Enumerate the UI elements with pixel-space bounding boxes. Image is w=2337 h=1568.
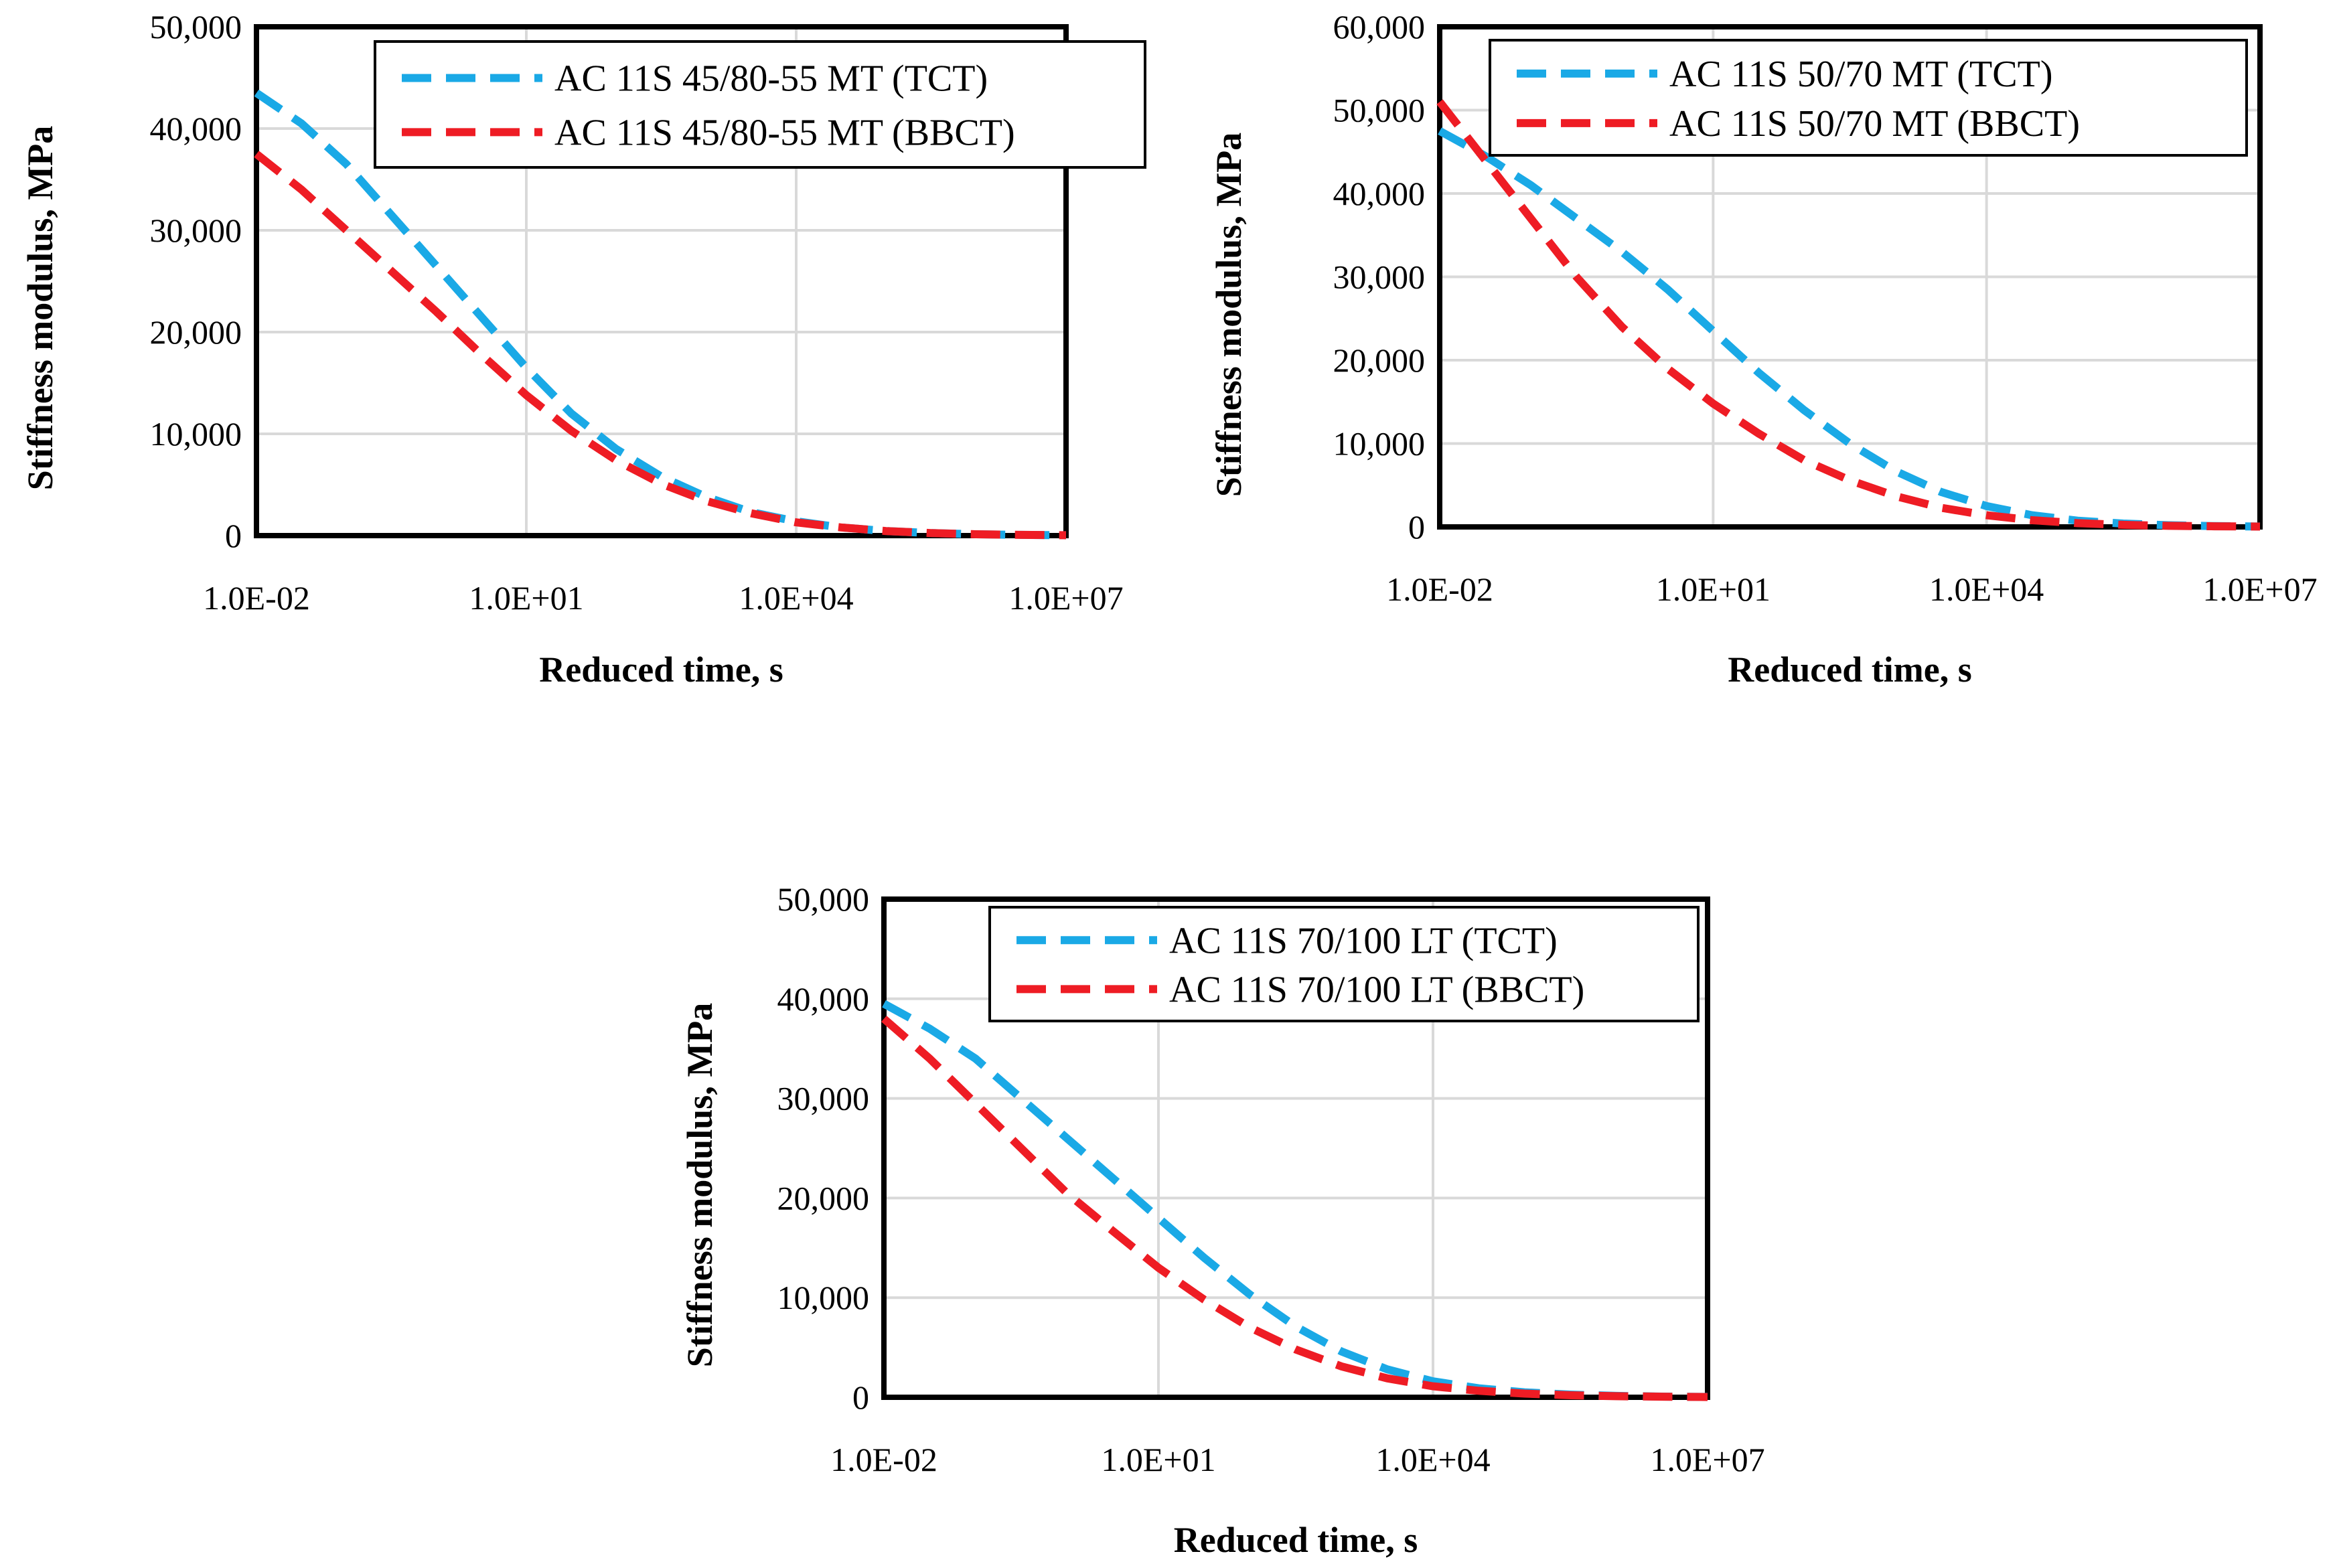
- x-tick-label: 1.0E+07: [1008, 579, 1123, 617]
- series-line-2: [881, 1016, 1708, 1401]
- legend: AC 11S 50/70 MT (TCT) AC 11S 50/70 MT (BB…: [1489, 39, 2248, 157]
- y-tick-label: 20,000: [150, 313, 242, 351]
- y-tick-label: 50,000: [1333, 92, 1426, 129]
- y-tick-label: 50,000: [777, 880, 870, 918]
- legend: AC 11S 70/100 LT (TCT) AC 11S 70/100 LT (…: [988, 906, 1700, 1022]
- x-tick-label: 1.0E+07: [2202, 570, 2317, 608]
- y-tick-label: 20,000: [1333, 341, 1426, 379]
- y-tick-label: 0: [1408, 508, 1425, 546]
- x-tick-label: 1.0E-02: [203, 579, 310, 617]
- chart-1: 0 10,000 20,000 30,000 40,000 50,000 1.0E-02 1.…: [20, 8, 1146, 690]
- x-tick-label: 1.0E-02: [1386, 570, 1493, 608]
- legend-box: [374, 40, 1146, 169]
- series-line-1: [254, 89, 1067, 540]
- legend-label: AC 11S 45/80-55 MT (TCT): [554, 58, 988, 100]
- y-tick-label: 40,000: [150, 110, 242, 147]
- x-tick-label: 1.0E+01: [469, 579, 583, 617]
- x-axis-title: Reduced time, s: [1728, 649, 1971, 690]
- y-tick-label: 10,000: [150, 415, 242, 453]
- legend: AC 11S 45/80-55 MT (TCT) AC 11S 45/80-55 …: [374, 40, 1146, 169]
- x-tick-label: 1.0E+04: [1929, 570, 2044, 608]
- y-tick-label: 40,000: [777, 980, 870, 1018]
- y-tick-label: 30,000: [777, 1080, 870, 1117]
- y-tick-label: 30,000: [1333, 258, 1426, 296]
- series-line-2: [254, 151, 1067, 540]
- y-tick-label: 20,000: [777, 1179, 870, 1217]
- legend-label: AC 11S 70/100 LT (BBCT): [1169, 969, 1584, 1010]
- plot-frame: [1437, 24, 2263, 530]
- series-line-1: [882, 1000, 1708, 1401]
- y-tick-label: 10,000: [1333, 425, 1426, 463]
- legend-label: AC 11S 45/80-55 MT (BBCT): [554, 112, 1015, 153]
- x-tick-label: 1.0E+04: [739, 579, 853, 617]
- plot-frame: [881, 896, 1710, 1400]
- y-tick-label: 50,000: [150, 8, 242, 46]
- y-tick-label: 30,000: [150, 212, 242, 249]
- x-tick-label: 1.0E+01: [1101, 1441, 1215, 1478]
- series-line-1: [1438, 127, 2261, 531]
- legend-label: AC 11S 70/100 LT (TCT): [1169, 920, 1558, 961]
- y-tick-label: 40,000: [1333, 175, 1426, 212]
- x-tick-label: 1.0E+01: [1656, 570, 1770, 608]
- series-line-2: [1436, 99, 2261, 531]
- x-axis-title: Reduced time, s: [539, 649, 783, 690]
- y-axis-title: Stiffness modulus, MPa: [1209, 133, 1249, 497]
- x-tick-label: 1.0E+04: [1375, 1441, 1490, 1478]
- x-axis-title: Reduced time, s: [1174, 1520, 1418, 1560]
- y-tick-label: 0: [852, 1379, 869, 1416]
- x-tick-label: 1.0E+07: [1650, 1441, 1764, 1478]
- y-axis-title: Stiffness modulus, MPa: [680, 1003, 720, 1368]
- y-axis-title: Stiffness modulus, MPa: [20, 126, 60, 491]
- y-tick-label: 60,000: [1333, 8, 1426, 46]
- y-tick-label: 0: [225, 517, 242, 554]
- chart-2: 0 10,000 20,000 30,000 40,000 50,000 60,000 1.0…: [1209, 8, 2318, 690]
- legend-label: AC 11S 50/70 MT (BBCT): [1669, 103, 2080, 145]
- legend-label: AC 11S 50/70 MT (TCT): [1669, 54, 2052, 95]
- legend-box: [988, 906, 1700, 1022]
- plot-frame: [254, 24, 1069, 538]
- x-tick-label: 1.0E-02: [830, 1441, 937, 1478]
- chart-3: 0 10,000 20,000 30,000 40,000 50,000 1.0E-02 1.…: [680, 880, 1765, 1560]
- y-tick-label: 10,000: [777, 1279, 870, 1316]
- legend-box: [1489, 39, 2248, 157]
